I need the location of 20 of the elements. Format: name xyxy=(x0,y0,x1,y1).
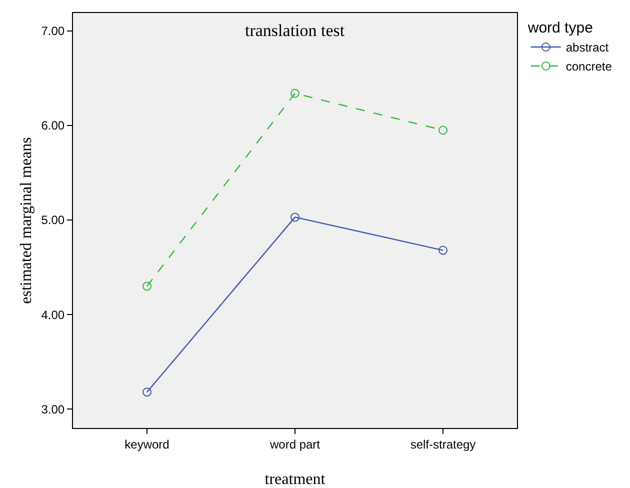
y-tick-label: 3.00 xyxy=(41,402,65,416)
y-tick-label: 6.00 xyxy=(41,118,65,133)
text: translation test xyxy=(245,21,345,40)
legend-label: abstract xyxy=(566,40,610,55)
point xyxy=(438,126,448,135)
y-axis-title: estimated marginal means xyxy=(18,137,35,304)
x-tick-label: keyword xyxy=(124,437,170,452)
x-tick-label: self-strategy xyxy=(410,437,476,452)
point xyxy=(438,246,448,255)
legend-label: concrete xyxy=(566,60,612,74)
x-axis-title: treatment xyxy=(264,471,326,488)
y-tick-label: 5.00 xyxy=(41,213,65,228)
point xyxy=(142,282,152,291)
point xyxy=(290,212,300,222)
legend-title: word type xyxy=(526,20,593,36)
y-tick-label: 7.00 xyxy=(41,24,65,38)
x-tick-label: word part xyxy=(268,437,321,452)
y-tick-label: 4.00 xyxy=(41,308,65,322)
point xyxy=(142,388,152,397)
point xyxy=(290,88,300,98)
